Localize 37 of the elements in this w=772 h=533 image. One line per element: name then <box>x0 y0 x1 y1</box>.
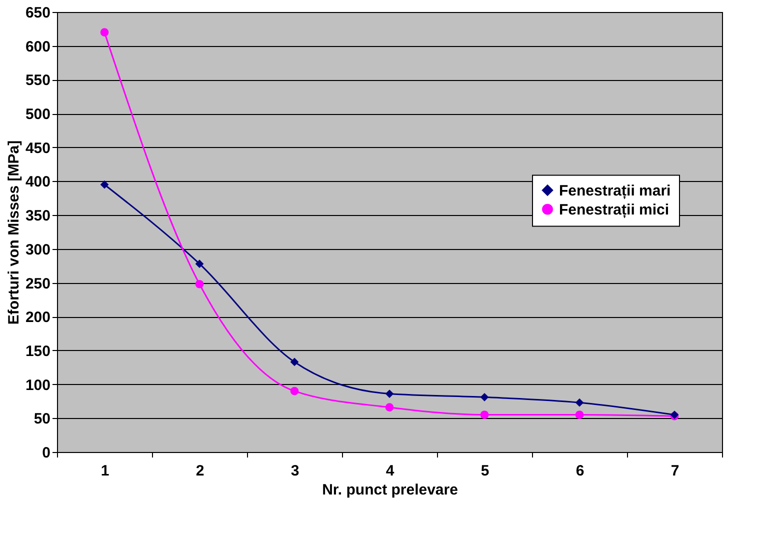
y-tick-label: 100 <box>25 376 50 394</box>
point <box>195 280 204 288</box>
point <box>385 403 394 412</box>
y-tick-label: 550 <box>25 72 50 90</box>
y-tick-label: 0 <box>42 444 50 462</box>
y-tick-label: 50 <box>34 410 50 428</box>
point <box>195 260 204 268</box>
point <box>290 386 299 396</box>
x-tick-label: 6 <box>576 462 584 480</box>
point <box>100 180 109 189</box>
y-tick-label: 500 <box>25 106 50 124</box>
y-tick-label: 350 <box>25 208 50 225</box>
point <box>575 410 584 419</box>
legend-label: Fenestrații mari <box>559 182 671 200</box>
y-tick-label: 200 <box>25 309 50 326</box>
y-tick-label: 300 <box>25 241 50 258</box>
point <box>480 392 489 402</box>
point <box>100 28 109 36</box>
y-tick-label: 400 <box>25 174 50 191</box>
y-tick-label: 650 <box>25 4 50 22</box>
x-tick-label: 1 <box>100 462 110 480</box>
y-axis-title: Eforturi von Misses [MPa] <box>5 140 22 325</box>
point <box>575 398 584 407</box>
legend-label: Fenestrații mici <box>559 201 670 218</box>
y-tick-label: 250 <box>25 275 50 292</box>
y-tick-label: 450 <box>25 140 50 157</box>
x-tick-label: 5 <box>480 462 490 480</box>
x-tick-label: 4 <box>386 462 395 480</box>
point <box>480 410 489 419</box>
y-tick-label: 150 <box>25 342 50 360</box>
x-tick-label: 2 <box>196 462 204 480</box>
x-axis-title: Nr. punct prelevare <box>322 482 458 498</box>
point <box>290 358 299 366</box>
x-tick-label: 3 <box>290 462 300 480</box>
x-tick-label: 7 <box>670 462 680 480</box>
y-tick-label: 600 <box>25 38 50 56</box>
point <box>385 390 394 398</box>
